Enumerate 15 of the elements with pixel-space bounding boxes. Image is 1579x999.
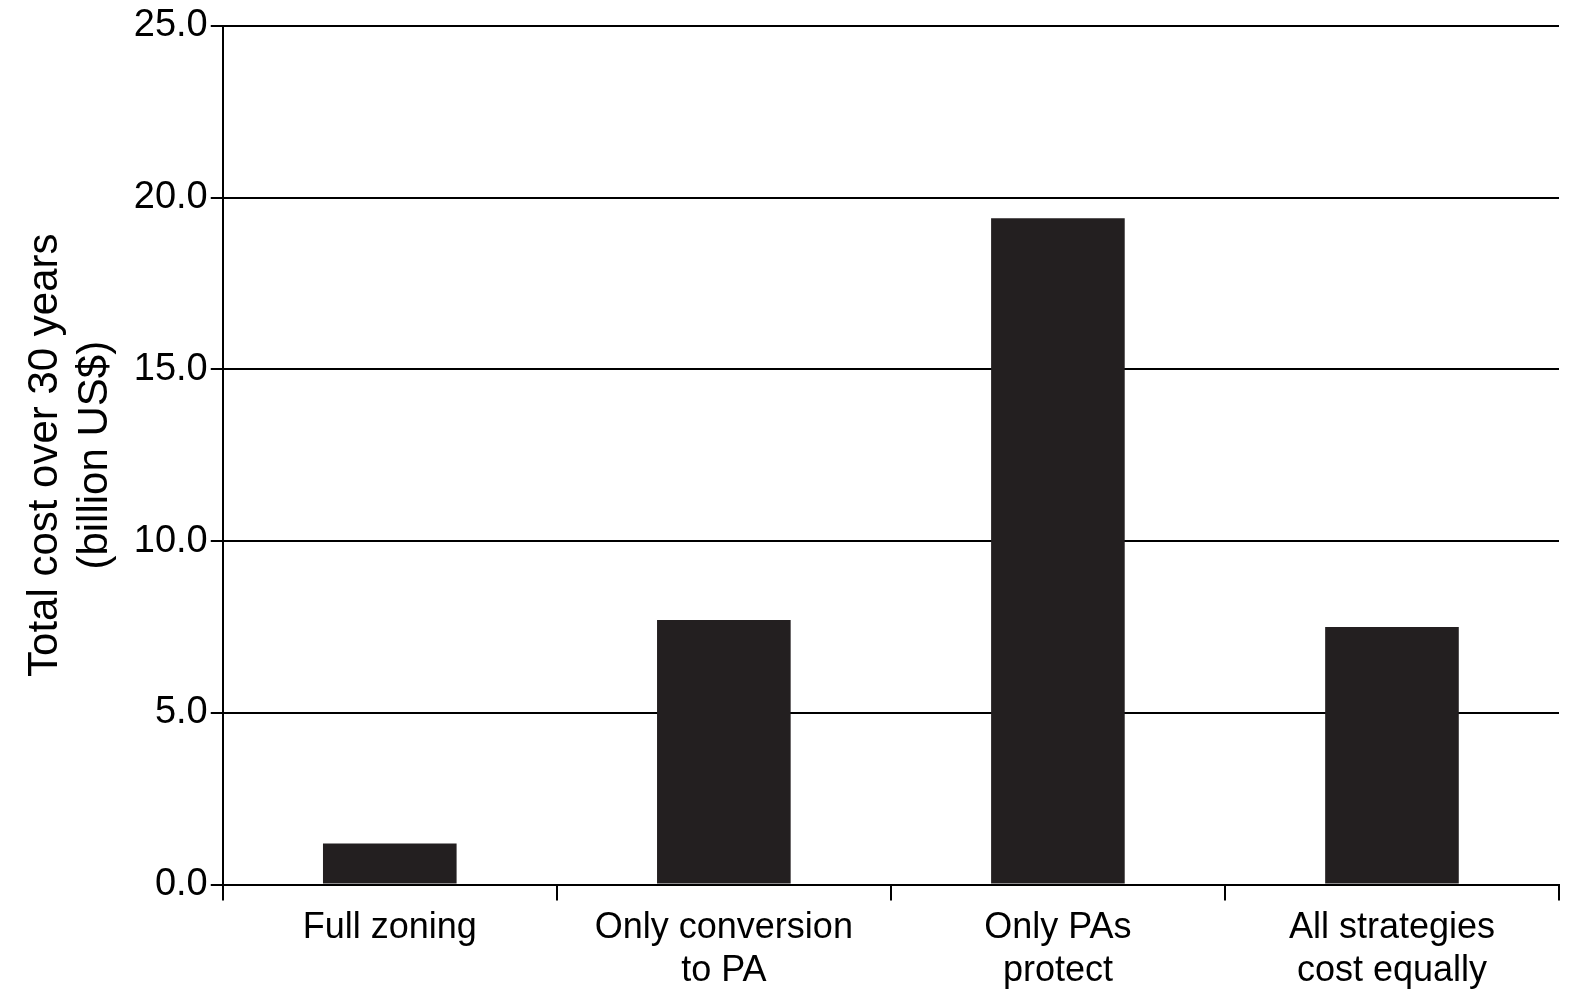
bar — [991, 218, 1125, 884]
y-tick-label: 5.0 — [154, 689, 208, 732]
y-tick-label: 25.0 — [133, 2, 208, 45]
y-tick-label: 20.0 — [133, 174, 208, 217]
y-tick-label: 10.0 — [133, 517, 208, 560]
bar — [657, 620, 791, 884]
x-tick-label: All strategies cost equally — [1288, 905, 1496, 990]
x-tick-label: Only conversion to PA — [594, 905, 853, 990]
y-tick-label: 0.0 — [154, 861, 208, 904]
bar — [322, 843, 457, 884]
bar — [1325, 626, 1459, 884]
y-axis-title: Total cost over 30 years (billion US$) — [18, 233, 117, 677]
x-tick-label: Only PAs protect — [984, 905, 1132, 990]
y-tick-label: 15.0 — [133, 345, 208, 388]
x-tick-label: Full zoning — [302, 905, 477, 947]
